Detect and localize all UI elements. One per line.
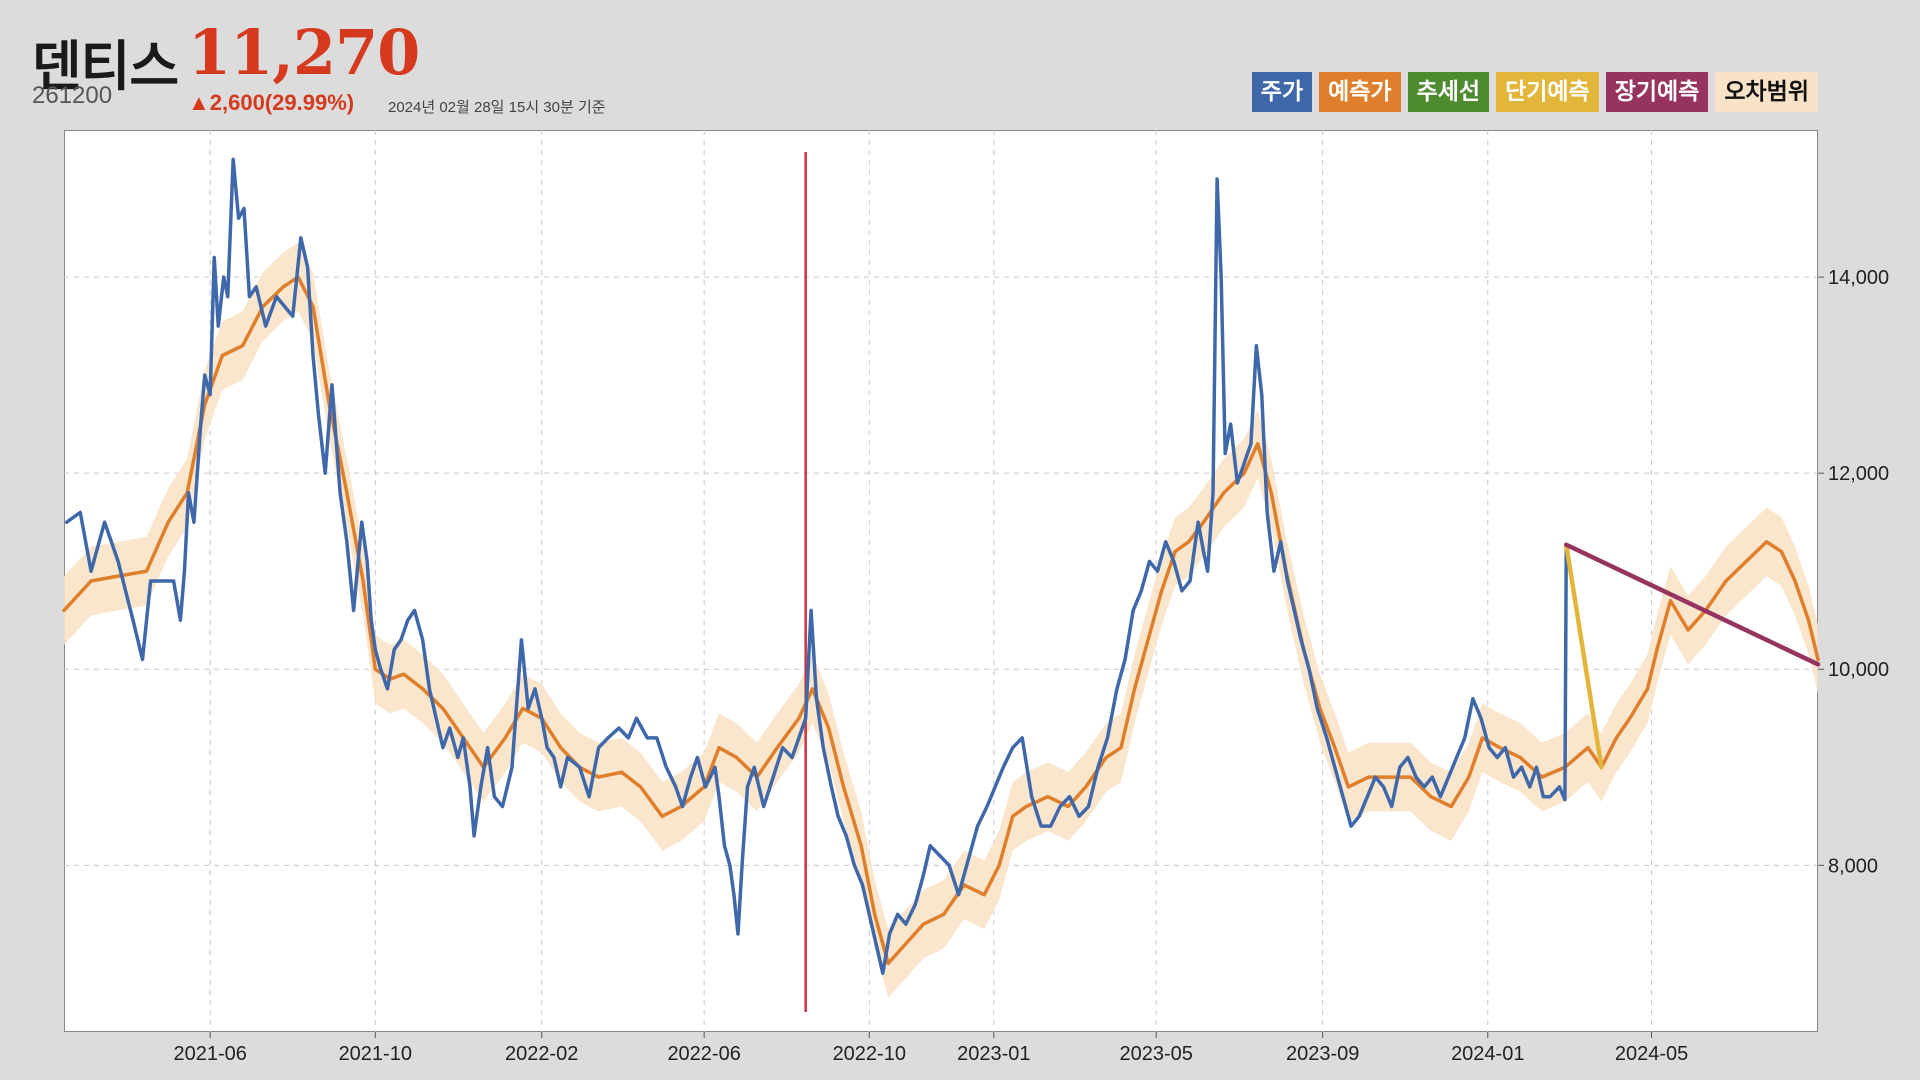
y-tick-label: 12,000: [1828, 463, 1889, 485]
y-tick-label: 10,000: [1828, 659, 1889, 681]
x-tick-label: 2024-01: [1451, 1043, 1524, 1065]
x-tick-label: 2023-05: [1119, 1043, 1192, 1065]
x-tick-label: 2022-02: [505, 1043, 578, 1065]
stock-name: 덴티스: [32, 35, 179, 98]
x-tick-label: 2021-06: [173, 1043, 246, 1065]
error-band: [64, 242, 1818, 998]
timestamp: 2024년 02월 28일 15시 30분 기준: [388, 99, 606, 116]
x-tick-label: 2024-05: [1615, 1043, 1688, 1065]
series-line-long-term: [1564, 542, 1821, 667]
x-tick-label: 2021-10: [339, 1043, 412, 1065]
stock-code: 261200: [32, 82, 113, 109]
y-tick-label: 14,000: [1828, 267, 1889, 289]
chart-legend: 주가 예측가 추세선 단기예측 장기예측 오차범위: [1251, 72, 1818, 112]
x-tick-label: 2022-10: [833, 1043, 906, 1065]
legend-item-trendline[interactable]: 추세선: [1407, 72, 1490, 112]
series-line-short-term: [1564, 542, 1604, 770]
x-tick-label: 2023-01: [957, 1043, 1030, 1065]
stock-price: 11,270: [188, 16, 420, 89]
y-tick-label: 8,000: [1828, 855, 1878, 877]
legend-item-prediction[interactable]: 예측가: [1319, 72, 1401, 112]
legend-item-short-term[interactable]: 단기예측: [1496, 72, 1599, 112]
x-tick-label: 2023-09: [1286, 1043, 1359, 1065]
legend-item-price[interactable]: 주가: [1251, 72, 1313, 112]
x-tick-label: 2022-06: [667, 1043, 740, 1065]
legend-item-long-term[interactable]: 장기예측: [1605, 72, 1709, 112]
price-change: ▲2,600(29.99%): [188, 90, 355, 115]
legend-item-error-range[interactable]: 오차범위: [1715, 72, 1818, 112]
series-line-price: [64, 157, 1569, 975]
